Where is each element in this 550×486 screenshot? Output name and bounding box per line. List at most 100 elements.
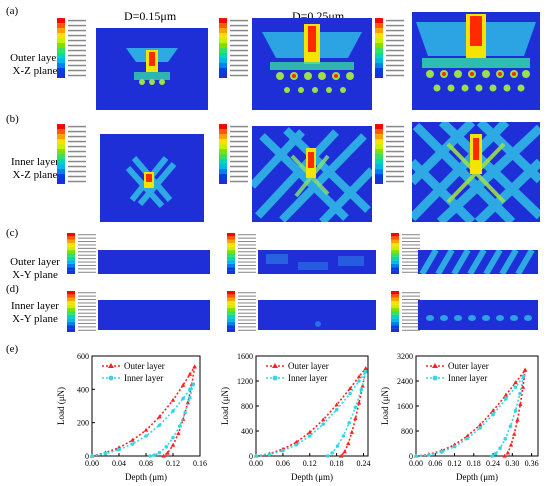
data-point-inner (498, 446, 502, 450)
data-point-outer (157, 414, 162, 419)
legend-value-mark (78, 261, 96, 263)
contour-legend-c2 (227, 233, 256, 274)
contour-legend-c1 (67, 233, 96, 274)
legend-swatch (57, 58, 65, 64)
series-line-outer (255, 367, 367, 457)
legend-value-mark (68, 39, 86, 42)
legend-swatch (219, 33, 227, 39)
y-tick-label: 0 (249, 452, 253, 461)
legend-value-mark (78, 271, 96, 273)
fem-contour-b2 (252, 126, 372, 222)
series-line-outer (163, 366, 196, 457)
legend-value-mark (78, 312, 96, 314)
legend-swatch (391, 311, 399, 315)
row-label-d-line1: Inner layer (11, 300, 59, 312)
contour-legend-a3 (375, 18, 404, 78)
legend-swatch (375, 28, 383, 34)
legend-swatch (391, 256, 399, 261)
data-point-inner (188, 395, 192, 400)
legend-swatch (57, 144, 65, 150)
legend-label: Inner layer (448, 373, 487, 383)
data-point-outer (170, 397, 176, 402)
data-point-inner (465, 436, 470, 441)
legend-value-mark (386, 165, 404, 168)
legend-swatch (227, 253, 235, 257)
legend-swatch (375, 63, 383, 69)
legend-value-mark (78, 258, 96, 260)
legend-value-mark (230, 170, 248, 173)
data-point-inner (513, 408, 518, 413)
legend-value-mark (230, 64, 248, 67)
data-point-inner (504, 397, 508, 401)
x-axis-label: Depth (μm) (125, 472, 167, 482)
data-point-outer (185, 400, 191, 405)
legend-value-mark (238, 241, 256, 243)
legend-swatch (391, 297, 399, 302)
legend-value-mark (238, 237, 256, 239)
legend-value-mark (386, 54, 404, 57)
y-tick-label: 1200 (237, 377, 253, 386)
legend-swatch (227, 301, 235, 305)
data-point-outer (512, 431, 517, 436)
legend-swatch (391, 239, 399, 244)
data-point-inner (148, 454, 152, 458)
contour-legend-d2 (227, 291, 256, 332)
data-point-inner (353, 405, 358, 410)
legend-swatch (375, 179, 383, 184)
legend-swatch (219, 38, 227, 44)
legend-swatch (227, 308, 235, 312)
legend-value-mark (78, 237, 96, 239)
legend-swatch (57, 68, 65, 74)
data-point-outer (522, 367, 528, 372)
legend-swatch (57, 23, 65, 29)
legend-value-mark (238, 295, 256, 297)
legend-swatch (391, 250, 399, 254)
legend-value-mark (68, 74, 86, 77)
row-label-c: Outer layer X-Y plane (4, 256, 66, 281)
fem-contour-c3 (418, 250, 538, 274)
data-point-outer (187, 371, 193, 376)
legend-marker-inner (108, 375, 114, 381)
legend-value-mark (68, 130, 86, 133)
data-point-inner (330, 451, 334, 455)
legend-value-mark (402, 241, 420, 243)
legend-swatch (57, 73, 65, 78)
legend-swatch (375, 159, 383, 165)
data-point-inner (157, 450, 162, 455)
legend-swatch (67, 308, 75, 312)
legend-value-mark (238, 299, 256, 301)
legend-swatch (391, 243, 399, 247)
legend-value-mark (230, 180, 248, 183)
data-point-outer (518, 402, 523, 407)
x-tick-label: 0.12 (448, 459, 462, 468)
legend-value-mark (402, 268, 420, 270)
panel-tag-d: (d) (6, 283, 19, 295)
contour-legend-a1 (57, 18, 86, 78)
legend-swatch (67, 314, 75, 319)
y-tick-label: 800 (401, 427, 413, 436)
legend-value-mark (238, 234, 256, 236)
legend-swatch (375, 53, 383, 59)
legend-value-mark (238, 261, 256, 263)
legend-value-mark (238, 292, 256, 294)
legend-value-mark (402, 258, 420, 260)
data-point-outer (192, 364, 197, 369)
legend-swatch (57, 169, 65, 175)
data-point-inner (183, 410, 187, 415)
legend-swatch (375, 68, 383, 74)
legend-swatch (67, 236, 75, 240)
legend-value-mark (68, 64, 86, 67)
legend-swatch (219, 73, 227, 78)
data-point-outer (520, 384, 526, 389)
legend-swatch (375, 129, 383, 135)
panel-tag-a: (a) (6, 5, 19, 17)
legend-swatch (227, 236, 235, 240)
data-point-outer (180, 382, 186, 387)
data-point-inner (164, 445, 169, 449)
legend-swatch (375, 38, 383, 44)
data-point-inner (191, 382, 196, 387)
legend-value-mark (78, 329, 96, 331)
legend-swatch (391, 308, 399, 312)
legend-swatch (67, 304, 75, 309)
legend-value-mark (78, 241, 96, 243)
